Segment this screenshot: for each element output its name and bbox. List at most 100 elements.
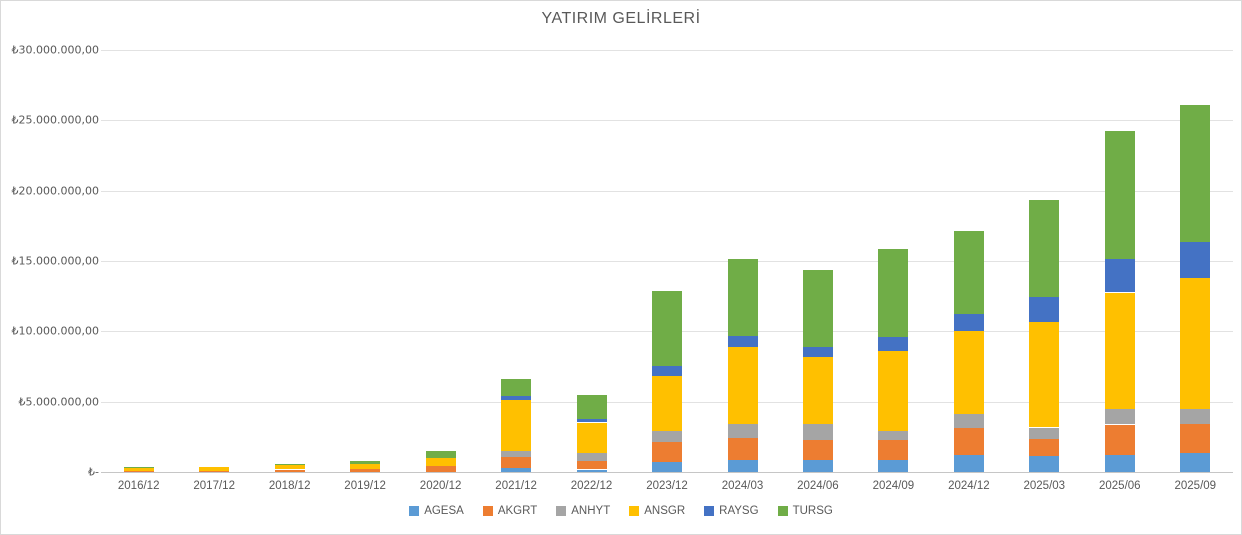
legend-swatch-icon bbox=[556, 506, 567, 516]
bar-segment-tursg-2024-12[interactable] bbox=[953, 231, 984, 315]
legend-swatch-icon bbox=[409, 506, 420, 516]
bar-segment-tursg-2024-03[interactable] bbox=[727, 258, 758, 336]
bar-segment-agesa-2024-09[interactable] bbox=[878, 459, 909, 472]
bar-segment-ansgr-2017-12[interactable] bbox=[199, 466, 230, 471]
bar-segment-ansgr-2022-12[interactable] bbox=[576, 422, 607, 454]
bar-segment-ansgr-2025-03[interactable] bbox=[1029, 322, 1060, 428]
bar-segment-ansgr-2021-12[interactable] bbox=[501, 400, 532, 452]
bar-segment-anhyt-2024-06[interactable] bbox=[802, 423, 833, 441]
bar-segment-tursg-2024-06[interactable] bbox=[802, 269, 833, 348]
bar-segment-raysg-2025-09[interactable] bbox=[1180, 242, 1211, 278]
legend-label: AKGRT bbox=[497, 505, 538, 517]
bar-segment-raysg-2025-06[interactable] bbox=[1104, 259, 1135, 293]
bar-segment-akgrt-2022-12[interactable] bbox=[576, 461, 607, 470]
bar-segment-agesa-2022-12[interactable] bbox=[576, 469, 607, 472]
bar-segment-tursg-2020-12[interactable] bbox=[425, 451, 456, 459]
bar-segment-akgrt-2024-09[interactable] bbox=[878, 440, 909, 460]
bar-segment-akgrt-2019-12[interactable] bbox=[350, 469, 381, 472]
y-axis-tick-label: ₺10.000.000,00 bbox=[11, 324, 99, 338]
x-axis-tick-label: 2016/12 bbox=[117, 480, 160, 492]
legend-item-akgrt[interactable]: AKGRT bbox=[482, 505, 538, 517]
y-axis-tick-label: ₺30.000.000,00 bbox=[11, 43, 99, 57]
bar-segment-tursg-2021-12[interactable] bbox=[501, 378, 532, 396]
bar-segment-ansgr-2023-12[interactable] bbox=[652, 375, 682, 431]
bar-segment-agesa-2025-09[interactable] bbox=[1180, 453, 1211, 472]
bar-segment-akgrt-2023-12[interactable] bbox=[652, 441, 682, 462]
bar-segment-akgrt-2016-12[interactable] bbox=[123, 471, 154, 472]
bar-segment-anhyt-2021-12[interactable] bbox=[501, 451, 532, 458]
bar-segment-tursg-2025-06[interactable] bbox=[1104, 131, 1135, 260]
x-axis-tick-label: 2019/12 bbox=[344, 480, 386, 492]
bar-segment-agesa-2024-12[interactable] bbox=[953, 455, 984, 472]
bar-segment-akgrt-2020-12[interactable] bbox=[425, 466, 456, 472]
bar-segment-agesa-2024-06[interactable] bbox=[802, 460, 833, 472]
bar-segment-anhyt-2025-06[interactable] bbox=[1104, 408, 1135, 425]
bar-segment-akgrt-2025-06[interactable] bbox=[1104, 424, 1135, 455]
bar-segment-akgrt-2025-09[interactable] bbox=[1180, 423, 1211, 454]
bar-segment-anhyt-2023-12[interactable] bbox=[652, 430, 682, 442]
bar-segment-anhyt-2022-12[interactable] bbox=[576, 453, 607, 462]
x-axis-tick-label: 2021/12 bbox=[495, 480, 537, 492]
y-axis-tick-label: ₺5.000.000,00 bbox=[18, 395, 99, 409]
bar-segment-anhyt-2024-09[interactable] bbox=[878, 431, 909, 441]
bar-segment-ansgr-2025-06[interactable] bbox=[1104, 292, 1135, 409]
x-axis-tick-label: 2024/09 bbox=[872, 480, 915, 492]
bar-segment-anhyt-2025-09[interactable] bbox=[1180, 408, 1211, 424]
bar-segment-akgrt-2024-06[interactable] bbox=[802, 440, 833, 460]
bar-segment-ansgr-2024-06[interactable] bbox=[802, 356, 833, 424]
gridline-y30m bbox=[101, 50, 1233, 51]
bar-segment-raysg-2023-12[interactable] bbox=[652, 365, 682, 376]
bar-segment-raysg-2024-09[interactable] bbox=[878, 336, 909, 352]
bar-segment-raysg-2024-03[interactable] bbox=[727, 336, 758, 347]
bar-segment-agesa-2021-12[interactable] bbox=[501, 468, 532, 472]
legend-label: TURSG bbox=[792, 505, 833, 517]
bar-segment-akgrt-2017-12[interactable] bbox=[199, 470, 230, 472]
bar-segment-tursg-2018-12[interactable] bbox=[274, 463, 305, 465]
legend-item-ansgr[interactable]: ANSGR bbox=[629, 505, 685, 517]
bar-segment-akgrt-2024-03[interactable] bbox=[727, 437, 758, 460]
bar-segment-akgrt-2021-12[interactable] bbox=[501, 457, 532, 468]
bar-segment-ansgr-2024-03[interactable] bbox=[727, 346, 758, 424]
bar-segment-ansgr-2019-12[interactable] bbox=[350, 464, 381, 470]
bar-segment-anhyt-2025-03[interactable] bbox=[1029, 427, 1060, 439]
legend-swatch-icon bbox=[629, 506, 640, 516]
bar-segment-tursg-2024-09[interactable] bbox=[878, 248, 909, 337]
bar-segment-agesa-2023-12[interactable] bbox=[652, 462, 682, 472]
bar-segment-anhyt-2024-12[interactable] bbox=[953, 413, 984, 428]
bar-segment-agesa-2024-03[interactable] bbox=[727, 459, 758, 472]
x-axis-tick-label: 2024/06 bbox=[797, 480, 839, 492]
legend-item-tursg[interactable]: TURSG bbox=[777, 505, 833, 517]
bar-segment-raysg-2022-12[interactable] bbox=[576, 418, 607, 423]
legend-item-raysg[interactable]: RAYSG bbox=[704, 505, 759, 517]
legend-item-anhyt[interactable]: ANHYT bbox=[556, 505, 610, 517]
bar-segment-raysg-2025-03[interactable] bbox=[1029, 297, 1060, 323]
bar-segment-tursg-2019-12[interactable] bbox=[350, 460, 381, 465]
bar-segment-ansgr-2024-12[interactable] bbox=[953, 330, 984, 414]
bar-segment-ansgr-2020-12[interactable] bbox=[425, 458, 456, 467]
bar-segment-tursg-2022-12[interactable] bbox=[576, 394, 607, 419]
gridline-y20m bbox=[101, 190, 1233, 192]
chart-title: YATIRIM GELİRLERİ bbox=[541, 10, 701, 27]
bar-segment-agesa-2025-06[interactable] bbox=[1104, 454, 1135, 472]
bar-segment-tursg-2023-12[interactable] bbox=[652, 291, 682, 366]
bar-segment-anhyt-2024-03[interactable] bbox=[727, 423, 758, 438]
bar-segment-akgrt-2018-12[interactable] bbox=[274, 469, 305, 472]
bar-segment-ansgr-2025-09[interactable] bbox=[1180, 277, 1211, 409]
bar-segment-akgrt-2025-03[interactable] bbox=[1029, 438, 1060, 457]
bar-segment-tursg-2025-03[interactable] bbox=[1029, 200, 1060, 298]
x-axis-tick-label: 2024/12 bbox=[948, 480, 990, 492]
bar-segment-ansgr-2016-12[interactable] bbox=[123, 468, 154, 472]
bar-segment-raysg-2021-12[interactable] bbox=[501, 395, 532, 401]
x-axis-tick-label: 2017/12 bbox=[193, 480, 235, 492]
bar-segment-agesa-2025-03[interactable] bbox=[1029, 456, 1060, 472]
bar-segment-tursg-2016-12[interactable] bbox=[123, 467, 154, 469]
bar-segment-raysg-2024-12[interactable] bbox=[953, 314, 984, 331]
bar-segment-tursg-2025-09[interactable] bbox=[1180, 104, 1211, 243]
x-axis-tick-label: 2025/09 bbox=[1174, 480, 1217, 492]
bar-segment-ansgr-2024-09[interactable] bbox=[878, 351, 909, 431]
legend-item-agesa[interactable]: AGESA bbox=[409, 505, 464, 517]
bar-segment-akgrt-2024-12[interactable] bbox=[953, 427, 984, 456]
bar-segment-ansgr-2018-12[interactable] bbox=[274, 464, 305, 470]
bar-segment-raysg-2024-06[interactable] bbox=[802, 347, 833, 357]
